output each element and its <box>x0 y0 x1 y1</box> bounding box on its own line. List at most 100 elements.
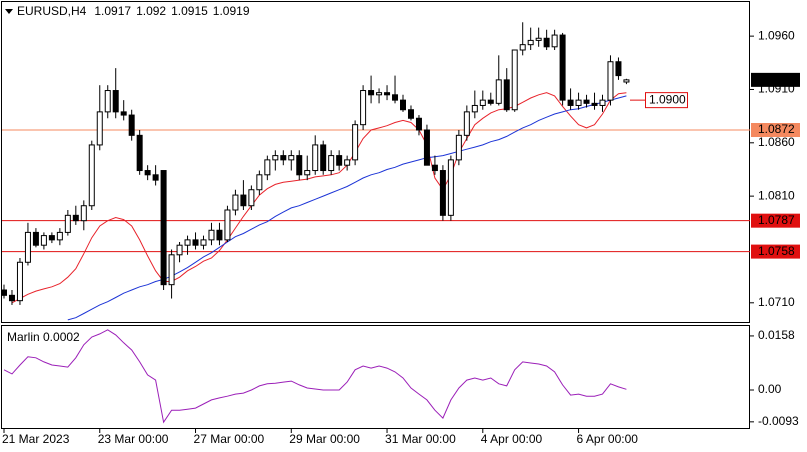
candle-body <box>1 289 7 296</box>
candle-body <box>344 159 351 166</box>
indicator-title: Marlin 0.0002 <box>7 330 80 344</box>
level-label: 1.0787 <box>758 213 795 227</box>
candle-body <box>136 134 143 172</box>
y-tick-label: 1.0960 <box>758 28 795 42</box>
candle-body <box>56 231 63 241</box>
level-label: 1.0872 <box>758 122 795 136</box>
candle-body <box>48 235 55 241</box>
low-value: 1.0915 <box>171 4 208 18</box>
x-tick-label: 21 Mar 2023 <box>2 432 70 446</box>
candle-body <box>615 61 622 77</box>
candle-body <box>415 117 422 131</box>
candle-body <box>88 144 95 207</box>
candle-body <box>64 214 71 233</box>
symbol: EURUSD,H4 <box>17 4 87 18</box>
indicator-y-tick-label: -0.0093 <box>758 414 799 428</box>
candle-body <box>487 99 494 104</box>
candle-body <box>567 99 574 106</box>
candle-body <box>168 254 175 286</box>
candle-body <box>128 114 135 136</box>
candle-body <box>431 164 438 172</box>
y-tick-label: 1.0860 <box>758 135 795 149</box>
candle-body <box>360 90 367 126</box>
candle-body <box>392 94 399 101</box>
candle-body <box>535 37 542 41</box>
candle-body <box>407 109 414 119</box>
level-tag-box <box>645 92 688 109</box>
indicator-y-tick-label: 0.0158 <box>758 328 795 342</box>
candle-body <box>479 99 486 106</box>
candle-body <box>312 144 319 172</box>
candle-body <box>208 229 215 241</box>
candle-body <box>288 155 295 161</box>
candle-body <box>240 194 247 207</box>
candle-body <box>463 111 470 136</box>
candle-body <box>543 37 550 48</box>
level-label-box <box>751 213 800 228</box>
candle-body <box>280 155 287 161</box>
indicator-y-tick-label: 0.00 <box>758 382 782 396</box>
main-panel-frame <box>1 1 750 323</box>
level-label: 1.0758 <box>758 244 795 258</box>
candle-body <box>439 170 446 216</box>
high-value: 1.092 <box>136 4 166 18</box>
candle-body <box>527 39 534 46</box>
candle-body <box>176 244 183 256</box>
candle-body <box>384 92 391 96</box>
candle-body <box>368 90 375 96</box>
candle-body <box>232 194 239 211</box>
x-tick-label: 27 Mar 00:00 <box>194 432 265 446</box>
candle-body <box>40 235 47 246</box>
candle-body <box>328 155 335 172</box>
candle-body <box>112 90 119 113</box>
level-label-box <box>751 244 800 259</box>
candle-body <box>591 102 598 106</box>
close-value: 1.0919 <box>213 4 250 18</box>
candle-body <box>455 134 462 161</box>
candle-body <box>24 231 31 263</box>
last-price-label: 1.0919 <box>758 72 795 86</box>
last-price-box <box>751 72 800 87</box>
level-tag-label: 1.0900 <box>649 92 686 106</box>
candle-body <box>471 104 478 113</box>
candle-body <box>376 92 383 96</box>
indicator-line <box>3 329 627 424</box>
candle-body <box>551 34 558 48</box>
candle-body <box>583 99 590 104</box>
candle-body <box>224 209 231 241</box>
candle-body <box>511 49 518 111</box>
candle-body <box>8 294 15 302</box>
x-tick-label: 23 Mar 00:00 <box>98 432 169 446</box>
candle-body <box>216 229 223 241</box>
chart-header: EURUSD,H4 1.0917 1.092 1.0915 1.0919 <box>17 4 250 18</box>
candle-body <box>296 155 303 176</box>
candle-body <box>80 205 87 222</box>
candle-body <box>623 79 630 83</box>
candle-body <box>304 170 311 176</box>
candle-body <box>32 231 39 246</box>
candle-body <box>184 239 191 246</box>
x-tick-label: 4 Apr 00:00 <box>481 432 543 446</box>
candle-body <box>320 144 327 172</box>
candle-body <box>352 124 359 161</box>
menu-arrow[interactable] <box>5 9 13 14</box>
candle-body <box>256 174 263 191</box>
x-tick-label: 6 Apr 00:00 <box>577 432 639 446</box>
candle-body <box>400 99 406 111</box>
candle-body <box>599 99 606 106</box>
candle-body <box>575 99 582 106</box>
candle-body <box>160 170 167 286</box>
candle-body <box>152 174 159 181</box>
candle-body <box>144 170 151 176</box>
candle-body <box>519 44 526 51</box>
x-tick-label: 31 Mar 00:00 <box>385 432 456 446</box>
open-value: 1.0917 <box>94 4 131 18</box>
candle-body <box>104 90 111 113</box>
indicator-panel-frame <box>1 325 750 429</box>
candle-body <box>192 239 199 246</box>
level-label-box <box>751 123 800 137</box>
x-tick-label: 29 Mar 00:00 <box>289 432 360 446</box>
